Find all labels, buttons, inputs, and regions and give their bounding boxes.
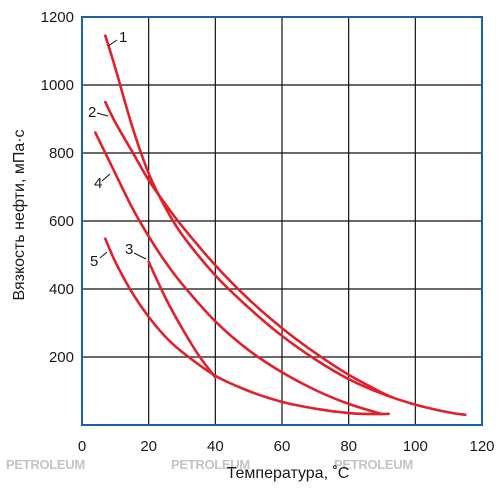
curve-label-3: 3 xyxy=(125,241,133,258)
y-tick-label: 600 xyxy=(49,213,74,230)
viscosity-curves xyxy=(94,34,467,417)
grid-lines xyxy=(82,17,482,425)
curve-3 xyxy=(147,260,217,379)
watermark-group: PETROLEUM PETROLEUM PETROLEUM xyxy=(6,457,413,472)
watermark-text: PETROLEUM xyxy=(334,457,413,472)
x-tick-label: 40 xyxy=(207,438,224,455)
x-axis-label: Температура, ˚С xyxy=(227,465,350,482)
plot-area-border xyxy=(81,16,483,426)
y-tick-label: 1200 xyxy=(41,9,74,26)
y-axis-label: Вязкость нефти, мПа·с xyxy=(11,129,28,300)
x-tick-label: 120 xyxy=(469,438,494,455)
curve-number-labels: 1 2 3 4 5 xyxy=(88,29,147,270)
curve-label-1: 1 xyxy=(119,29,127,46)
x-tick-label: 60 xyxy=(274,438,291,455)
curve-label-leader xyxy=(99,251,108,259)
curve-label-leader xyxy=(96,112,109,117)
curve-label-4: 4 xyxy=(94,175,102,192)
curve-label-leader xyxy=(133,252,147,260)
curve-label-5: 5 xyxy=(90,253,98,270)
x-tick-label: 0 xyxy=(78,438,86,455)
y-tick-label: 1000 xyxy=(41,77,74,94)
y-tick-label: 200 xyxy=(49,349,74,366)
y-tick-label: 400 xyxy=(49,281,74,298)
tick-labels: 0 20 40 60 80 100 120 200 400 600 800 1000 1200 xyxy=(41,9,495,455)
curve-4 xyxy=(94,131,384,416)
curve-1 xyxy=(104,34,467,417)
watermark-text: PETROLEUM xyxy=(6,457,85,472)
x-tick-label: 100 xyxy=(403,438,428,455)
curve-label-2: 2 xyxy=(88,104,96,121)
y-tick-label: 800 xyxy=(49,145,74,162)
curve-2 xyxy=(104,100,394,399)
x-tick-label: 80 xyxy=(340,438,357,455)
watermark-text: PETROLEUM xyxy=(171,457,250,472)
curve-label-leader xyxy=(101,173,111,182)
curve-5 xyxy=(104,237,390,416)
x-tick-label: 20 xyxy=(140,438,157,455)
curve-label-leader xyxy=(107,39,118,47)
